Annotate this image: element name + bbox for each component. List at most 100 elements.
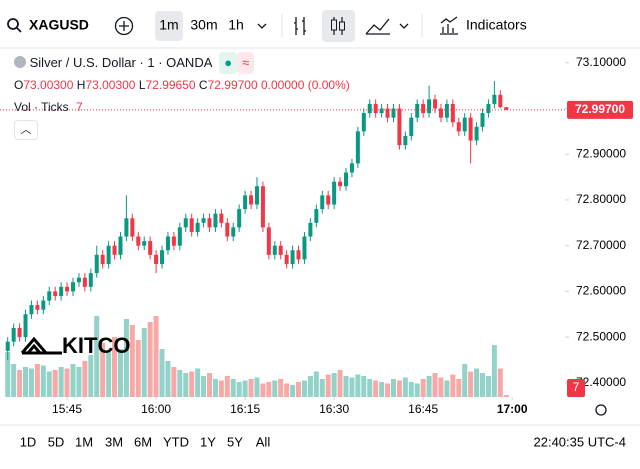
candles-icon-body: [339, 21, 345, 31]
candle-body: [23, 314, 28, 338]
candle-series: [5, 81, 509, 360]
volume-bar: [497, 368, 503, 397]
legend: Silver / U.S. Dollar · 1 · OANDA ● ≈ O73.…: [14, 52, 350, 140]
volume-bar: [485, 376, 491, 397]
candle-body: [249, 195, 254, 205]
volume-bar: [361, 376, 367, 397]
volume-bar: [230, 379, 236, 397]
candle-body: [385, 108, 390, 118]
volume-bar: [390, 379, 396, 397]
range-button[interactable]: 5Y: [227, 434, 243, 449]
data-status[interactable]: ≈: [237, 52, 255, 74]
volume-bar: [23, 367, 29, 397]
candle-body: [498, 94, 503, 108]
candle-body: [409, 117, 414, 136]
volume-bar: [296, 382, 302, 397]
candle-body: [142, 241, 147, 246]
volume-bar: [373, 380, 379, 397]
range-button[interactable]: 5D: [48, 434, 65, 449]
volume-bar: [123, 319, 129, 397]
range-button[interactable]: 3M: [105, 434, 123, 449]
range-button[interactable]: 1M: [75, 434, 93, 449]
compare-button[interactable]: [114, 16, 134, 36]
volume-bar: [396, 380, 402, 397]
candle-body: [53, 291, 58, 296]
candle-body: [332, 181, 337, 205]
candle-body: [76, 277, 81, 283]
volume-bar: [189, 371, 195, 397]
volume-bar: [272, 380, 278, 397]
candle-body: [391, 108, 396, 118]
search-icon[interactable]: [7, 18, 19, 30]
ohlc-key: L: [138, 78, 146, 92]
y-tick-label: 72.80000: [576, 192, 626, 206]
candles-icon-body: [331, 19, 337, 31]
interval-button[interactable]: 1m: [159, 17, 178, 33]
candle-body: [136, 236, 141, 246]
volume-bar: [343, 376, 349, 397]
candle-body: [468, 117, 473, 141]
volume-bar: [40, 365, 46, 397]
bars-icon[interactable]: [294, 17, 306, 35]
candle-body: [130, 218, 135, 237]
symbol[interactable]: XAGUSD: [29, 17, 89, 33]
legend-title-row: Silver / U.S. Dollar · 1 · OANDA ● ≈: [14, 52, 350, 74]
candle-body: [326, 195, 331, 205]
volume-bar: [313, 371, 319, 397]
x-tick-label: 16:45: [408, 402, 438, 416]
plot: 72.40000 72.50000 72.60000 72.70000 72.80000…: [0, 55, 633, 416]
interval-dropdown[interactable]: [257, 23, 267, 29]
candle-body: [314, 209, 319, 223]
range-button[interactable]: 1D: [20, 434, 37, 449]
indicators-icon[interactable]: [440, 16, 458, 35]
candle-body: [201, 218, 206, 223]
range-button[interactable]: YTD: [163, 434, 189, 449]
market-status[interactable]: ●: [219, 52, 238, 74]
collapse-button[interactable]: ︿: [14, 120, 38, 140]
candle-body: [260, 186, 265, 228]
candle-body: [231, 227, 236, 237]
ohlc-value: 72.99650: [145, 78, 196, 92]
candle-body: [195, 222, 200, 232]
candle-body: [492, 94, 497, 104]
settings-button[interactable]: [595, 404, 607, 416]
volume-bar: [17, 370, 23, 397]
candle-body: [70, 282, 75, 292]
compare-icon: [119, 21, 129, 31]
chart-type-dropdown[interactable]: [399, 23, 409, 29]
collapse-row: ︿: [14, 118, 350, 140]
interval-button[interactable]: 1h: [228, 17, 244, 33]
indicators-button[interactable]: Indicators: [466, 17, 527, 33]
volume-bar: [278, 379, 284, 397]
volume-bar: [117, 349, 123, 397]
volume-bar: [468, 371, 474, 397]
range-button[interactable]: All: [256, 434, 271, 449]
candle-body: [427, 99, 432, 114]
volume-bar: [456, 379, 462, 397]
volume-bar: [319, 379, 325, 397]
candle-body: [480, 113, 485, 127]
volume-bar: [260, 383, 266, 397]
volume-title: Vol · Ticks: [14, 100, 69, 114]
volume-bar: [450, 374, 456, 397]
volume-bar: [349, 377, 355, 397]
range-button[interactable]: 6M: [134, 434, 152, 449]
x-tick-label: 15:45: [52, 402, 82, 416]
range-button[interactable]: 1Y: [200, 434, 216, 449]
y-tick-label: 72.50000: [576, 329, 626, 343]
volume-bar: [426, 376, 432, 397]
line-type-icon[interactable]: [365, 18, 390, 35]
change-percent: (0.00%): [307, 78, 350, 92]
volume-bar: [70, 364, 76, 397]
last-price-marker: [567, 100, 633, 119]
candle-body: [302, 236, 307, 260]
interval-button[interactable]: 30m: [190, 17, 217, 33]
ohlc-value: 73.00300: [85, 78, 136, 92]
candle-body: [367, 103, 372, 114]
candle-body: [290, 250, 295, 264]
candle-body: [397, 108, 402, 146]
volume-bar: [402, 377, 408, 397]
candle-body: [112, 245, 117, 255]
